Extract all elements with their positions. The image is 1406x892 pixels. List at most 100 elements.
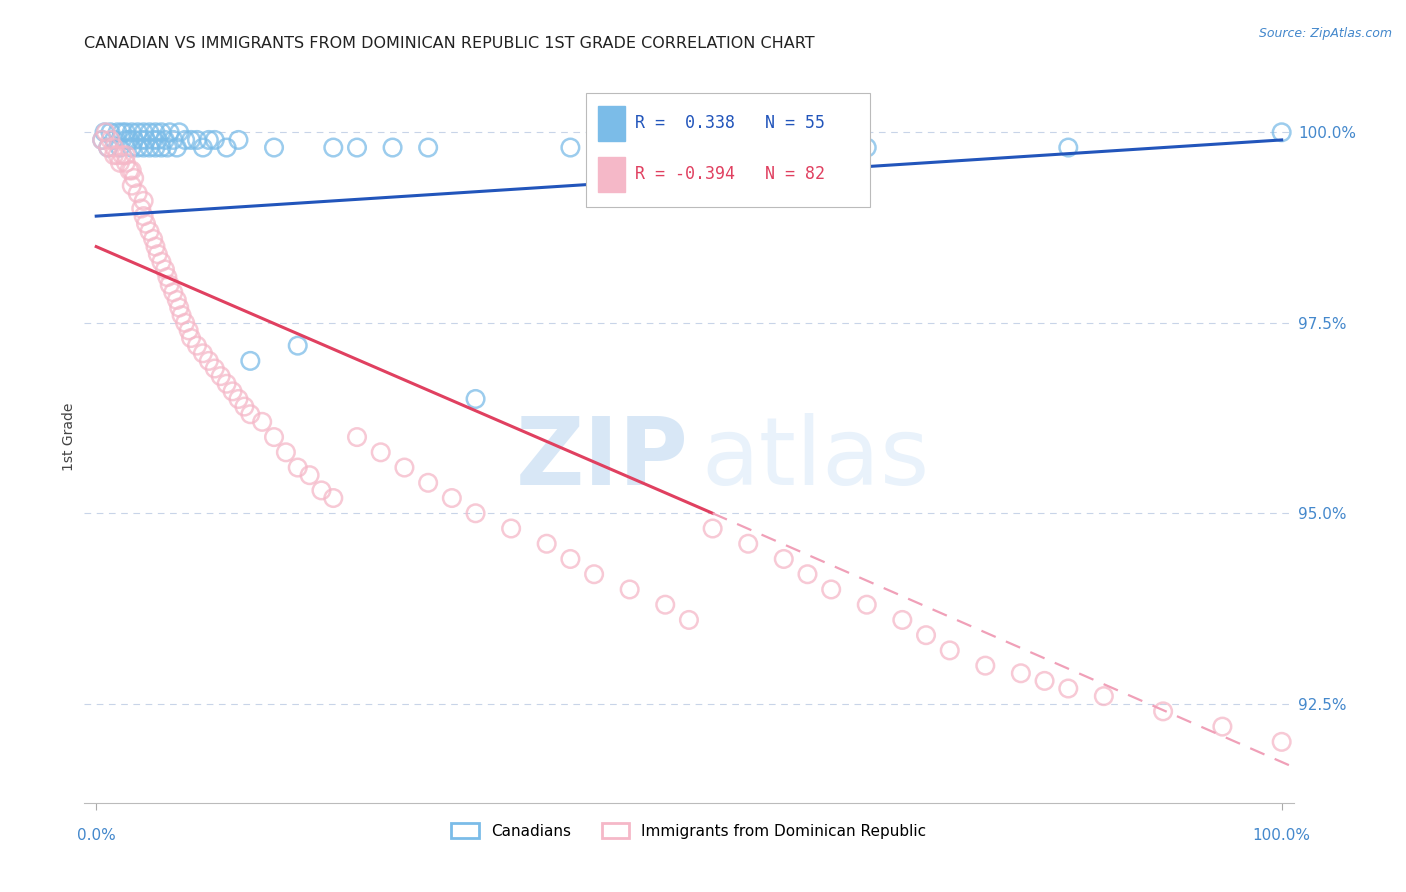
Text: 100.0%: 100.0% (1253, 828, 1310, 843)
Point (737, 537, 759, 551)
Point (346, 430, 368, 444)
Point (263, 430, 285, 444)
Point (1092, 689, 1115, 703)
Point (855, 598, 877, 612)
Point (209, 369, 232, 384)
Point (560, 140, 582, 154)
Point (142, 232, 165, 246)
Point (191, 140, 214, 154)
Point (121, 140, 143, 154)
Point (167, 301, 190, 315)
Point (166, 293, 188, 307)
Point (322, 140, 344, 154)
Point (132, 140, 155, 154)
Point (772, 552, 794, 566)
Point (121, 163, 143, 178)
Point (186, 339, 208, 353)
Point (263, 140, 285, 154)
Point (162, 133, 184, 147)
Point (107, 125, 129, 139)
Point (322, 491, 344, 505)
Point (115, 155, 138, 169)
Point (239, 354, 262, 368)
Point (915, 628, 938, 642)
Point (156, 140, 179, 154)
Point (145, 140, 167, 154)
Text: R = -0.394   N = 82: R = -0.394 N = 82 (634, 166, 824, 184)
Point (122, 171, 145, 186)
Point (142, 133, 165, 147)
Point (129, 202, 152, 216)
Point (159, 277, 181, 292)
Point (938, 643, 960, 657)
Point (159, 125, 181, 139)
Point (138, 140, 160, 154)
Point (103, 140, 125, 154)
Text: ZIP: ZIP (516, 413, 689, 505)
Legend: Canadians, Immigrants from Dominican Republic: Canadians, Immigrants from Dominican Rep… (444, 815, 934, 847)
Point (166, 140, 188, 154)
Text: Source: ZipAtlas.com: Source: ZipAtlas.com (1258, 27, 1392, 40)
Point (1057, 681, 1080, 696)
FancyBboxPatch shape (586, 94, 870, 207)
Point (583, 567, 606, 582)
Point (501, 522, 523, 536)
Point (103, 148, 125, 162)
Point (619, 582, 641, 597)
Point (111, 148, 134, 162)
Text: 0.0%: 0.0% (77, 828, 115, 843)
Point (127, 186, 149, 201)
Point (115, 148, 138, 162)
Point (108, 155, 131, 169)
Point (440, 491, 463, 505)
Point (153, 262, 176, 277)
Point (250, 415, 273, 429)
Point (560, 552, 582, 566)
Point (702, 522, 724, 536)
Point (204, 361, 226, 376)
Point (107, 148, 129, 162)
Point (287, 339, 309, 353)
Point (156, 270, 179, 285)
Point (180, 133, 202, 147)
Point (121, 125, 143, 139)
Point (118, 133, 141, 147)
Point (145, 125, 167, 139)
Point (177, 323, 200, 337)
Point (1057, 140, 1080, 154)
Point (1271, 735, 1294, 749)
Point (127, 140, 149, 154)
Point (239, 407, 262, 421)
Point (215, 140, 238, 154)
Point (162, 285, 184, 300)
Point (464, 506, 486, 520)
Point (174, 133, 197, 147)
Point (145, 239, 167, 253)
Point (100, 133, 122, 147)
Point (97, 140, 120, 154)
Point (678, 613, 700, 627)
Point (108, 140, 131, 154)
Point (146, 133, 169, 147)
Point (146, 247, 169, 261)
Point (796, 567, 818, 582)
Point (138, 125, 160, 139)
Point (394, 460, 416, 475)
Point (204, 133, 226, 147)
Point (228, 133, 250, 147)
Point (111, 125, 134, 139)
Point (274, 445, 297, 459)
Point (170, 308, 193, 322)
Point (346, 140, 368, 154)
Point (381, 140, 404, 154)
Point (150, 140, 173, 154)
Point (215, 376, 238, 391)
Text: CANADIAN VS IMMIGRANTS FROM DOMINICAN REPUBLIC 1ST GRADE CORRELATION CHART: CANADIAN VS IMMIGRANTS FROM DOMINICAN RE… (84, 36, 815, 51)
Point (180, 331, 202, 345)
Point (678, 140, 700, 154)
Point (891, 613, 914, 627)
Point (298, 468, 321, 483)
Point (150, 125, 173, 139)
Point (93, 125, 115, 139)
Point (167, 125, 190, 139)
